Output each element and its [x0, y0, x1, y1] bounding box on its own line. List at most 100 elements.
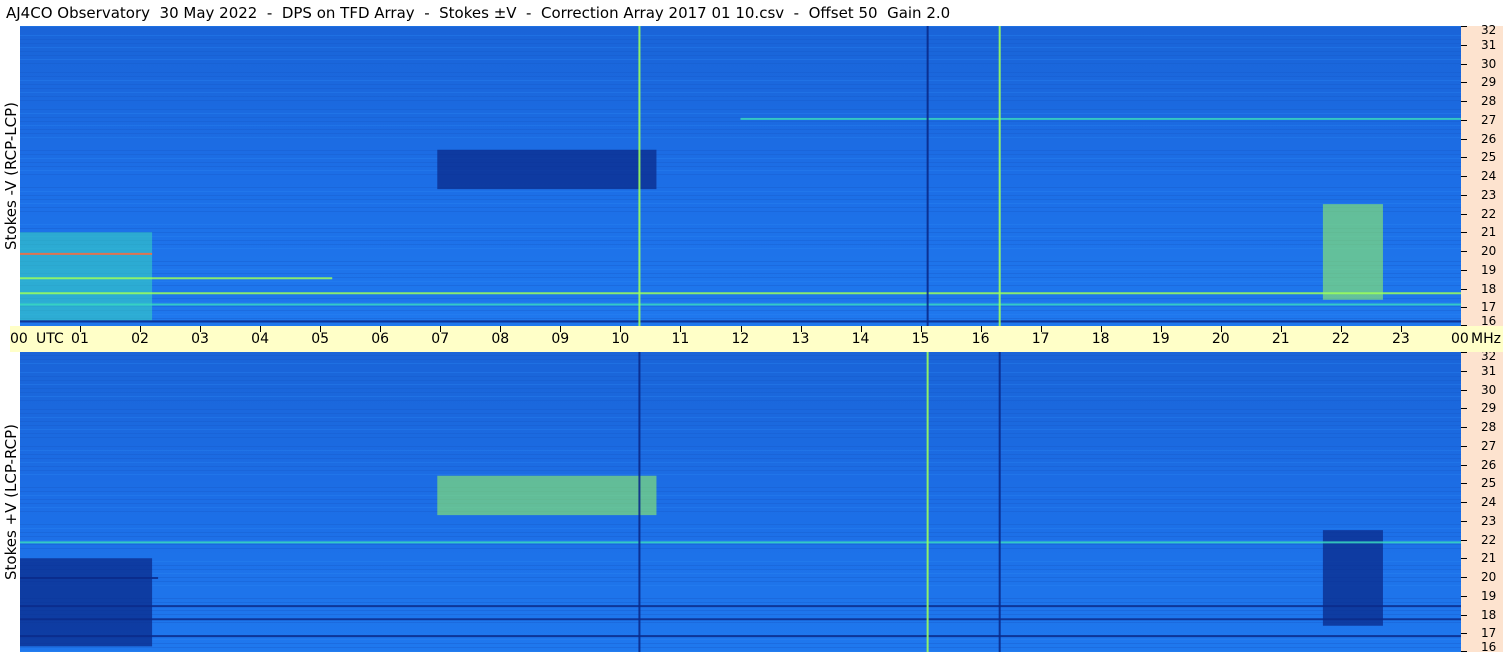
texture-line	[20, 565, 1461, 566]
texture-line	[20, 129, 1461, 130]
frequency-tick	[1461, 44, 1467, 46]
time-hour-label: 02	[131, 331, 149, 347]
frequency-tick	[1461, 445, 1467, 447]
texture-line	[20, 244, 1461, 245]
frequency-tick-label: 21	[1481, 225, 1497, 240]
texture-line	[20, 59, 1461, 60]
time-hour-label: 08	[491, 331, 510, 347]
texture-line	[20, 298, 1461, 299]
spectrogram-interference-band	[20, 292, 1461, 295]
texture-line	[20, 154, 1461, 155]
texture-line	[20, 318, 1461, 319]
frequency-axis-bottom: 16 17 18 19 20 21 22 23 24 25 26 27 28 29 30 31 32	[1461, 349, 1503, 654]
frequency-tick-label: 22	[1481, 532, 1497, 547]
texture-line	[20, 622, 1461, 623]
mhz-unit-label: MHz	[1471, 331, 1501, 347]
texture-line	[20, 454, 1461, 455]
frequency-tick	[1461, 63, 1467, 65]
texture-line	[20, 137, 1461, 138]
frequency-tick	[1461, 138, 1467, 140]
time-hour-label: 13	[791, 331, 810, 347]
texture-line	[20, 314, 1461, 315]
texture-line	[20, 109, 1461, 110]
frequency-tick-label: 16	[1481, 314, 1497, 328]
texture-line	[20, 561, 1461, 562]
bottom-panel-ylabel-text: Stokes +V (LCP-RCP)	[2, 424, 20, 580]
texture-line	[20, 532, 1461, 533]
texture-line	[20, 470, 1461, 471]
time-start-label: 00	[10, 331, 28, 347]
top-panel-ylabel-text: Stokes -V (RCP-LCP)	[2, 102, 20, 250]
frequency-tick-label: 32	[1481, 349, 1497, 363]
texture-line	[20, 51, 1461, 52]
frequency-tick	[1461, 157, 1467, 159]
time-tick	[860, 326, 862, 332]
frequency-tick-label: 23	[1481, 187, 1497, 202]
texture-line	[20, 88, 1461, 89]
texture-line	[20, 84, 1461, 85]
top-panel-ylabel: Stokes -V (RCP-LCP)	[1, 27, 21, 325]
frequency-tick-label: 24	[1481, 169, 1497, 183]
frequency-tick	[1461, 26, 1467, 27]
texture-line	[20, 433, 1461, 434]
texture-line	[20, 598, 1461, 599]
spectrogram-feature-block	[1322, 530, 1383, 626]
frequency-tick-label: 30	[1481, 56, 1497, 71]
spectrogram-interference-band	[20, 618, 1461, 621]
frequency-tick-label: 29	[1481, 401, 1497, 416]
frequency-tick-label: 27	[1481, 438, 1497, 453]
texture-line	[20, 43, 1461, 44]
bottom-panel-ylabel: Stokes +V (LCP-RCP)	[1, 352, 21, 652]
texture-line	[20, 224, 1461, 225]
frequency-tick-label: 21	[1481, 551, 1497, 566]
texture-line	[20, 425, 1461, 426]
time-hour-label: 11	[671, 331, 690, 347]
time-tick	[440, 326, 442, 332]
frequency-tick	[1461, 539, 1467, 541]
time-hour-label: 21	[1271, 331, 1290, 347]
spectrogram-bottom-plot	[20, 352, 1461, 652]
texture-line	[20, 569, 1461, 570]
texture-line	[20, 150, 1461, 151]
time-tick	[140, 326, 142, 332]
time-end-label: 00	[1451, 331, 1469, 347]
time-hour-label: 19	[1151, 331, 1170, 347]
texture-line	[20, 429, 1461, 430]
texture-line	[20, 207, 1461, 208]
texture-line	[20, 187, 1461, 188]
frequency-tick	[1461, 269, 1467, 271]
frequency-tick-label: 31	[1481, 37, 1497, 52]
texture-line	[20, 261, 1461, 262]
time-tick	[680, 326, 682, 332]
texture-line	[20, 585, 1461, 586]
frequency-tick-label: 20	[1481, 570, 1497, 584]
frequency-tick-label: 23	[1481, 513, 1497, 528]
texture-line	[20, 495, 1461, 496]
texture-line	[20, 121, 1461, 122]
texture-line	[20, 491, 1461, 492]
texture-line	[20, 507, 1461, 508]
texture-line	[20, 413, 1461, 414]
frequency-tick	[1461, 232, 1467, 234]
utc-label: UTC	[36, 331, 64, 347]
frequency-tick-label: 25	[1481, 150, 1497, 165]
time-hour-label: 01	[71, 331, 89, 347]
frequency-tick-label: 25	[1481, 476, 1497, 491]
texture-line	[20, 322, 1461, 323]
frequency-tick-label: 16	[1481, 640, 1497, 654]
time-hour-label: 17	[1031, 331, 1050, 347]
spectrogram-feature-block	[437, 475, 657, 516]
texture-line	[20, 400, 1461, 401]
texture-line	[20, 240, 1461, 241]
time-tick	[620, 326, 622, 332]
time-hour-label: 14	[851, 331, 870, 347]
frequency-tick	[1461, 213, 1467, 215]
time-hour-label: 04	[251, 331, 269, 347]
frequency-tick-label: 31	[1481, 363, 1497, 378]
time-hour-label: 03	[191, 331, 209, 347]
texture-line	[20, 273, 1461, 274]
texture-line	[20, 158, 1461, 159]
time-tick	[80, 326, 82, 332]
spectrogram-interference-band	[20, 277, 333, 280]
texture-line	[20, 174, 1461, 175]
